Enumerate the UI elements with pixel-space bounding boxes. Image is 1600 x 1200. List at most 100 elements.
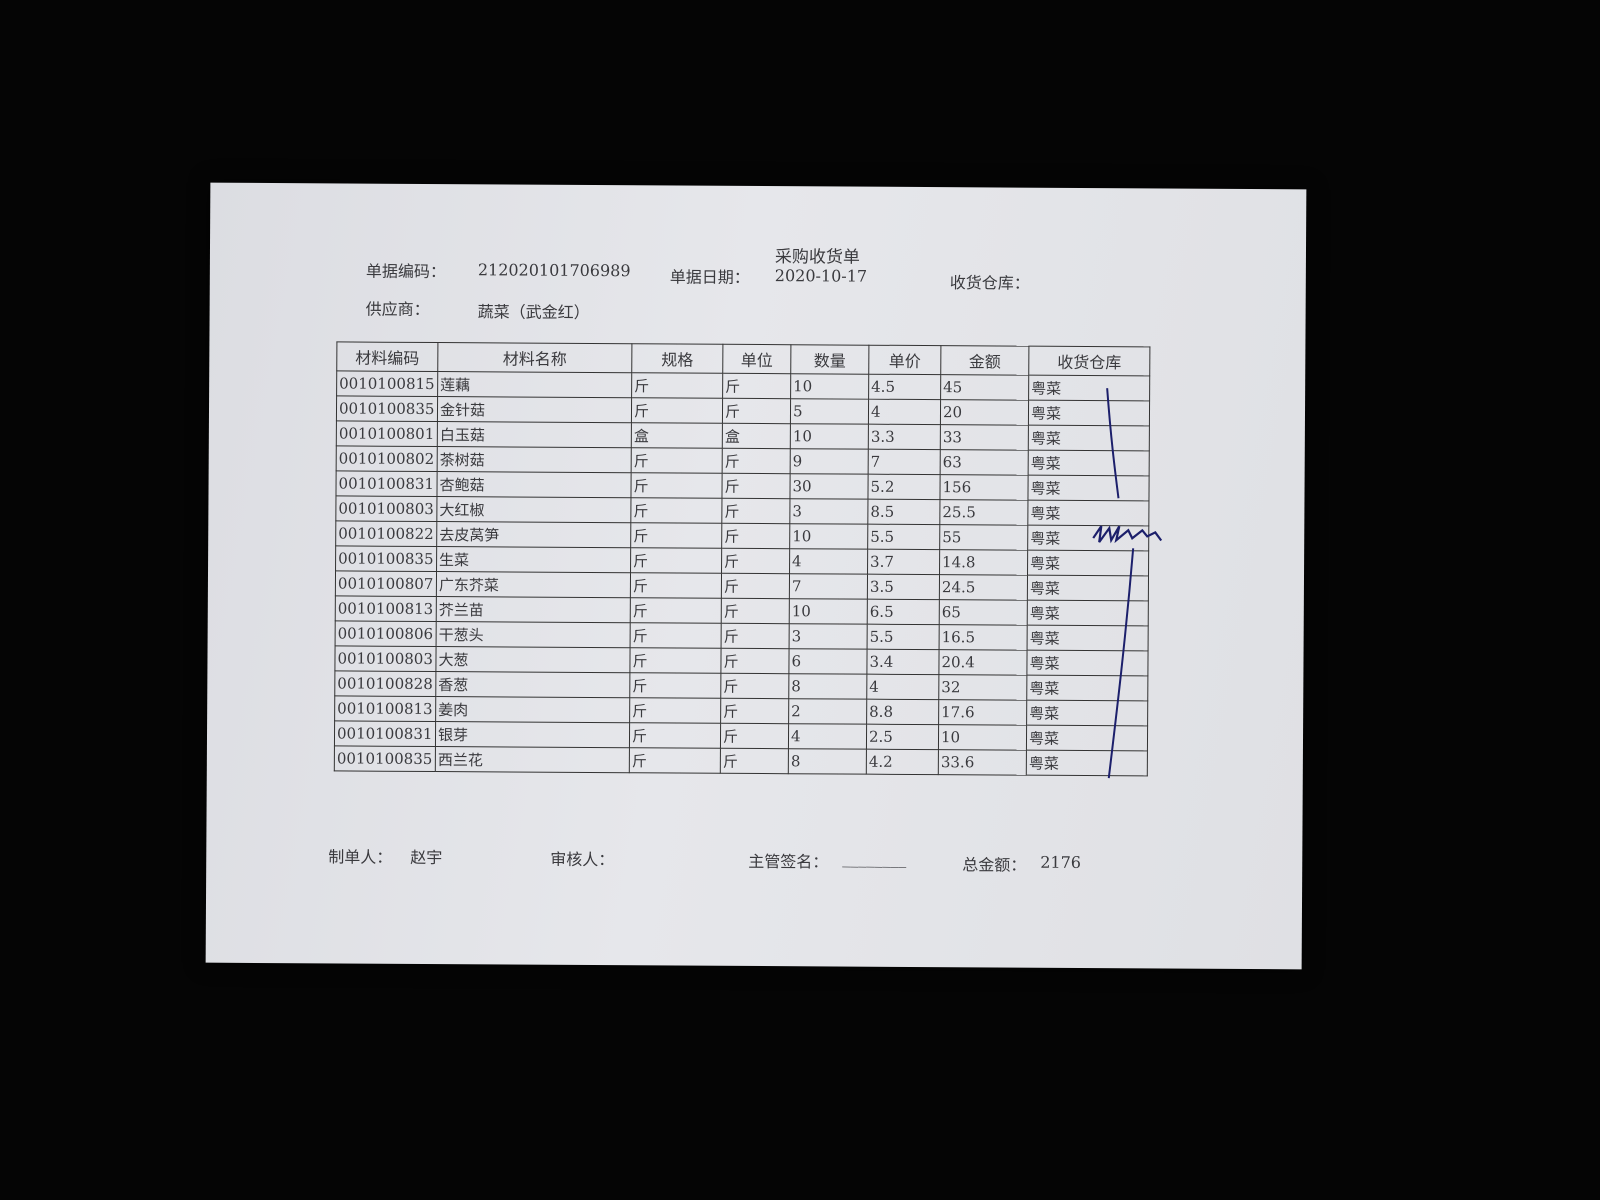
table-cell: 斤: [720, 748, 789, 774]
table-cell: 24.5: [939, 574, 1028, 601]
table-cell: 30: [789, 473, 869, 500]
total-amount: 2176: [1040, 852, 1082, 872]
table-cell: 0010100822: [335, 520, 437, 547]
date: 2020-10-17: [774, 266, 868, 286]
table-cell: 白玉菇: [437, 421, 632, 448]
table-cell: 7: [789, 573, 868, 600]
handwritten-signature: [1092, 388, 1163, 779]
doc-no: 212020101706989: [477, 260, 631, 281]
table-cell: 斤: [630, 497, 722, 524]
table-row: 0010100835 西兰花斤斤 8 4.2 33.6 粤菜: [334, 745, 1148, 776]
table-cell: 55: [939, 524, 1028, 551]
table-cell: 斤: [720, 648, 790, 674]
table-cell: 斤: [722, 398, 791, 424]
column-header: 材料名称: [437, 342, 632, 373]
supplier: 蔬菜（武金红）: [477, 302, 590, 322]
column-header: 金额: [940, 345, 1029, 376]
table-cell: 3.3: [868, 424, 941, 450]
table-cell: 4: [788, 723, 867, 750]
manager-label: 主管签名：: [748, 851, 829, 872]
table-cell: 3: [789, 623, 868, 650]
table-cell: 10: [938, 724, 1027, 751]
table-cell: 4: [789, 548, 868, 575]
table-cell: 广东芥菜: [436, 571, 631, 598]
table-cell: 斤: [720, 673, 789, 699]
total-label: 总金额：: [962, 855, 1027, 875]
manager-signature-blank: ________: [842, 848, 907, 868]
table-cell: 10: [790, 423, 869, 450]
table-cell: 5.5: [867, 524, 940, 550]
table-cell: 芥兰苗: [436, 596, 631, 623]
doc-no-label: 单据编码：: [365, 261, 446, 282]
table-cell: 20: [940, 399, 1029, 426]
table-cell: 斤: [630, 597, 722, 624]
table-cell: 0010100831: [335, 470, 438, 497]
maker-label: 制单人：: [328, 847, 393, 867]
table-cell: 0010100802: [336, 445, 438, 472]
table-cell: 5.5: [867, 624, 940, 650]
table-cell: 0010100828: [334, 670, 436, 697]
table-cell: 3.4: [866, 649, 940, 675]
table-cell: 莲藕: [437, 371, 632, 398]
table-cell: 0010100803: [335, 495, 437, 522]
maker: 赵宇: [410, 847, 443, 868]
table-cell: 斤: [721, 598, 790, 624]
table-cell: 2: [788, 698, 867, 725]
table-cell: 0010100835: [336, 395, 438, 422]
column-header: 规格: [631, 343, 723, 374]
table-cell: 斤: [721, 523, 790, 549]
table-cell: 0010100803: [334, 645, 437, 672]
table-cell: 大葱: [435, 646, 631, 673]
table-cell: 32: [938, 674, 1027, 701]
table-cell: 斤: [631, 372, 723, 399]
table-cell: 4.5: [868, 374, 941, 400]
document-title: 采购收货单: [774, 247, 861, 268]
table-cell: 65: [939, 599, 1028, 626]
table-cell: 33: [940, 424, 1029, 451]
table-cell: 5.2: [867, 474, 941, 500]
column-header: 单位: [722, 344, 791, 374]
receipt-paper: 采购收货单 单据编码： 212020101706989 单据日期： 2020-1…: [205, 182, 1307, 970]
column-header: 数量: [790, 344, 869, 375]
table-cell: 西兰花: [435, 746, 630, 773]
table-cell: 16.5: [939, 624, 1028, 651]
table-cell: 斤: [722, 448, 791, 474]
column-header: 收货仓库: [1028, 346, 1150, 376]
table-cell: 10: [790, 373, 869, 400]
table-cell: 6: [788, 648, 868, 675]
table-cell: 香葱: [435, 671, 630, 698]
table-cell: 0010100831: [334, 720, 436, 747]
table-cell: 9: [790, 448, 869, 475]
table-cell: 银芽: [435, 721, 630, 748]
table-cell: 斤: [630, 572, 722, 599]
table-cell: 0010100806: [335, 620, 437, 647]
reviewer-label: 审核人：: [550, 849, 615, 870]
table-cell: 8: [788, 748, 867, 775]
table-cell: 斤: [631, 447, 723, 474]
table-cell: 33.6: [938, 749, 1027, 776]
table-cell: 斤: [720, 698, 789, 724]
table-cell: 斤: [721, 573, 790, 599]
table-cell: 盒: [631, 422, 723, 449]
warehouse-label: 收货仓库：: [949, 273, 1030, 293]
table-cell: 斤: [629, 697, 721, 724]
column-header: 单价: [868, 345, 941, 375]
table-cell: 2.5: [866, 724, 939, 750]
table-cell: 斤: [721, 498, 790, 524]
table-cell: 大红椒: [436, 496, 631, 523]
table-cell: 4.2: [866, 749, 939, 775]
table-cell: 斤: [629, 722, 721, 749]
table-cell: 茶树菇: [437, 446, 632, 473]
table-cell: 17.6: [938, 699, 1027, 726]
table-cell: 斤: [630, 522, 722, 549]
table-cell: 8.5: [867, 499, 940, 525]
table-cell: 斤: [629, 672, 721, 699]
table-cell: 斤: [630, 547, 722, 574]
table-cell: 斤: [722, 373, 791, 399]
table-cell: 杏鲍菇: [436, 471, 632, 498]
table-cell: 0010100835: [335, 545, 437, 572]
table-cell: 156: [939, 474, 1029, 501]
items-table: 材料编码 材料名称 规格 单位 数量 单价 金额 收货仓库 0010100815 莲藕斤斤 10 4…: [334, 341, 1151, 776]
table-cell: 10: [789, 523, 868, 550]
date-label: 单据日期：: [669, 267, 750, 287]
